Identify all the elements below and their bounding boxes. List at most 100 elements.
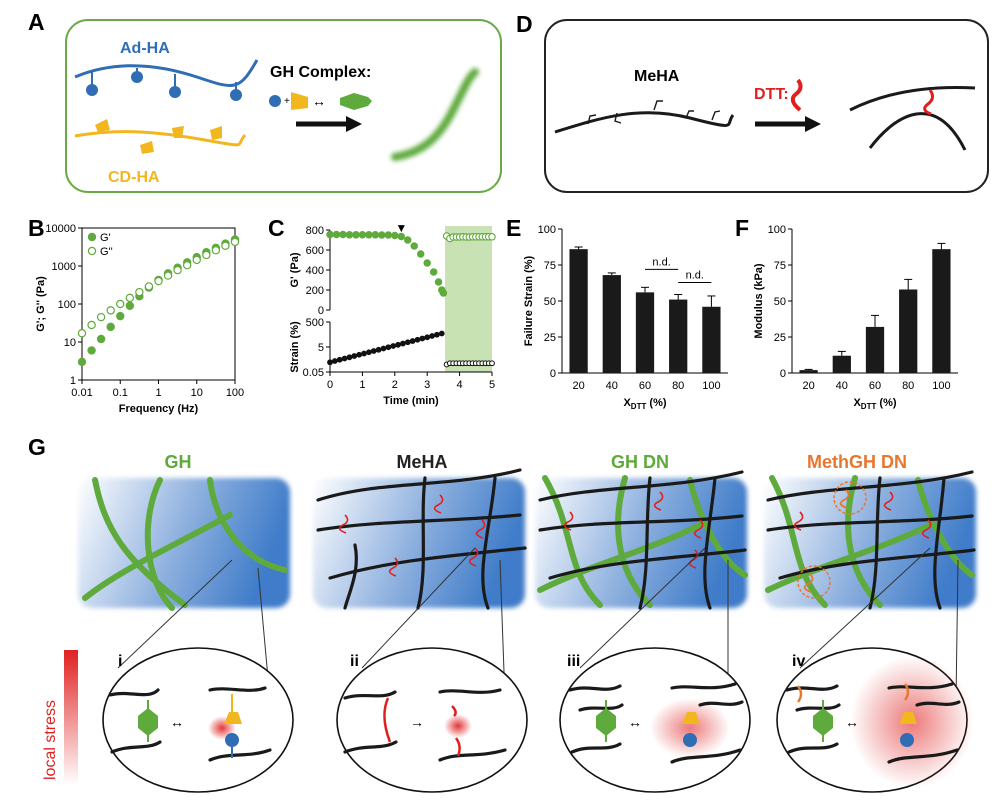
strain-point [395, 341, 401, 348]
network-box-meha [313, 468, 527, 610]
gh-title: GH [165, 452, 192, 472]
modulus-point [332, 230, 341, 239]
significance-label: n.d. [652, 256, 670, 268]
strain-point [365, 349, 372, 356]
modulus-point [439, 289, 448, 297]
y-tick-label: 200 [306, 285, 324, 297]
strain-point [356, 351, 363, 358]
y-tick-label: 400 [306, 265, 324, 277]
g-prime-point [87, 346, 96, 355]
modulus-point [397, 232, 406, 241]
modulus-point [404, 236, 412, 244]
g-double-prime-point [87, 320, 96, 330]
panel-a-frame [65, 19, 502, 193]
svg-text:+: + [284, 96, 290, 107]
panel-a: A Ad-HA CD-HA GH Complex: + ↔ [28, 9, 502, 193]
bar [899, 289, 918, 373]
y-tick-label: 0 [318, 305, 324, 317]
x-axis-title: XDTT (%) [623, 397, 666, 411]
adamantane-icon [225, 733, 239, 747]
panel-b-label: B [28, 215, 45, 241]
x-axis-title: Frequency (Hz) [119, 403, 199, 415]
panel-d-frame [544, 19, 989, 193]
significance-label: n.d. [686, 270, 704, 282]
g-prime-point [96, 334, 106, 344]
x-tick-label: 10 [191, 387, 203, 399]
modulus-point [423, 259, 431, 267]
y-tick-label: 1 [70, 375, 76, 387]
g-double-prime-point [116, 299, 125, 309]
bar [832, 355, 851, 373]
local-stress-gradient-bar [64, 650, 78, 785]
right-arrow-icon: → [410, 714, 424, 730]
y-tick-label: 100 [538, 224, 556, 236]
modulus-point [410, 242, 418, 250]
strain-point [390, 343, 397, 349]
chart-f: F 0 25 50 75 100 20 40 60 80 100 XDTT (%) Modulus (… [735, 215, 958, 411]
strain-point [400, 340, 406, 347]
modulus-point [339, 230, 347, 239]
y-axis-title: G'; G'' (Pa) [35, 276, 47, 332]
zoom-ellipse-iii: ↔ iii [559, 647, 751, 793]
strain-point [404, 339, 411, 346]
panel-c-label: C [268, 215, 285, 241]
modulus-point [378, 231, 386, 239]
adamantane-groups [86, 68, 242, 101]
y-tick-label: 75 [544, 260, 556, 272]
strain-point [429, 333, 435, 339]
cyclodextrin-icon [899, 712, 917, 724]
y-tick-label: 75 [774, 260, 786, 272]
x-tick-label: 0 [327, 379, 333, 391]
bar [635, 292, 655, 373]
yield-marker-icon: ▼ [395, 221, 407, 235]
dtt-label: DTT: [754, 86, 789, 103]
y-tick-label: 1000 [52, 261, 76, 273]
g-prime-point [77, 357, 87, 367]
x-tick-label: 5 [489, 379, 495, 391]
modulus-point [365, 231, 373, 239]
cdha-label: CD-HA [108, 169, 160, 186]
bar [702, 306, 721, 373]
modulus-point [488, 233, 496, 241]
x-axis-title: XDTT (%) [853, 397, 896, 411]
dtt-icon [790, 78, 803, 112]
y-axis-title-bottom: Strain (%) [289, 321, 301, 373]
network-box-methghdn [764, 470, 976, 610]
methghdn-title: MethGH DN [807, 452, 907, 472]
panel-d-label: D [516, 11, 533, 37]
strain-point [409, 338, 416, 344]
x-tick-label: 2 [392, 379, 398, 391]
legend-marker [87, 246, 97, 256]
strain-point [341, 355, 348, 362]
panel-g: G GH MeHA GH DN MethGH DN [28, 434, 976, 793]
adamantane-icon [269, 95, 281, 107]
bar [602, 275, 621, 373]
chart-e-plot: 0 25 50 75 100 20 40 60 80 100 XDTT (%) Failure Str… [523, 224, 728, 411]
equilibrium-icon: ↔ [628, 714, 642, 730]
roman-i: i [118, 653, 122, 670]
legend-label: G' [100, 232, 111, 244]
ghdn-title: GH DN [611, 452, 669, 472]
panel-a-label: A [28, 9, 45, 35]
cyclodextrin-icon [682, 712, 700, 724]
strain-point [370, 348, 377, 354]
strain-point [346, 354, 353, 361]
g-prime-point [106, 322, 115, 332]
y-tick-label: 500 [306, 317, 324, 329]
modulus-point [358, 231, 367, 239]
chart-f-plot: 0 25 50 75 100 20 40 60 80 100 XDTT (%) Modulus (kP… [753, 224, 958, 411]
strain-point [419, 335, 426, 342]
g-double-prime-point [202, 250, 211, 260]
y-axis-title: Failure Strain (%) [523, 255, 535, 346]
adha-chain [74, 59, 259, 87]
adha-label: Ad-HA [120, 40, 170, 57]
g-double-prime-point [163, 271, 173, 280]
x-axis-title: Time (min) [383, 395, 439, 407]
network-box-ghdn [535, 470, 748, 610]
strain-point [434, 331, 440, 338]
x-tick-label: 1 [359, 379, 365, 391]
x-tick-label: 100 [226, 387, 244, 399]
strain-point [414, 336, 421, 343]
